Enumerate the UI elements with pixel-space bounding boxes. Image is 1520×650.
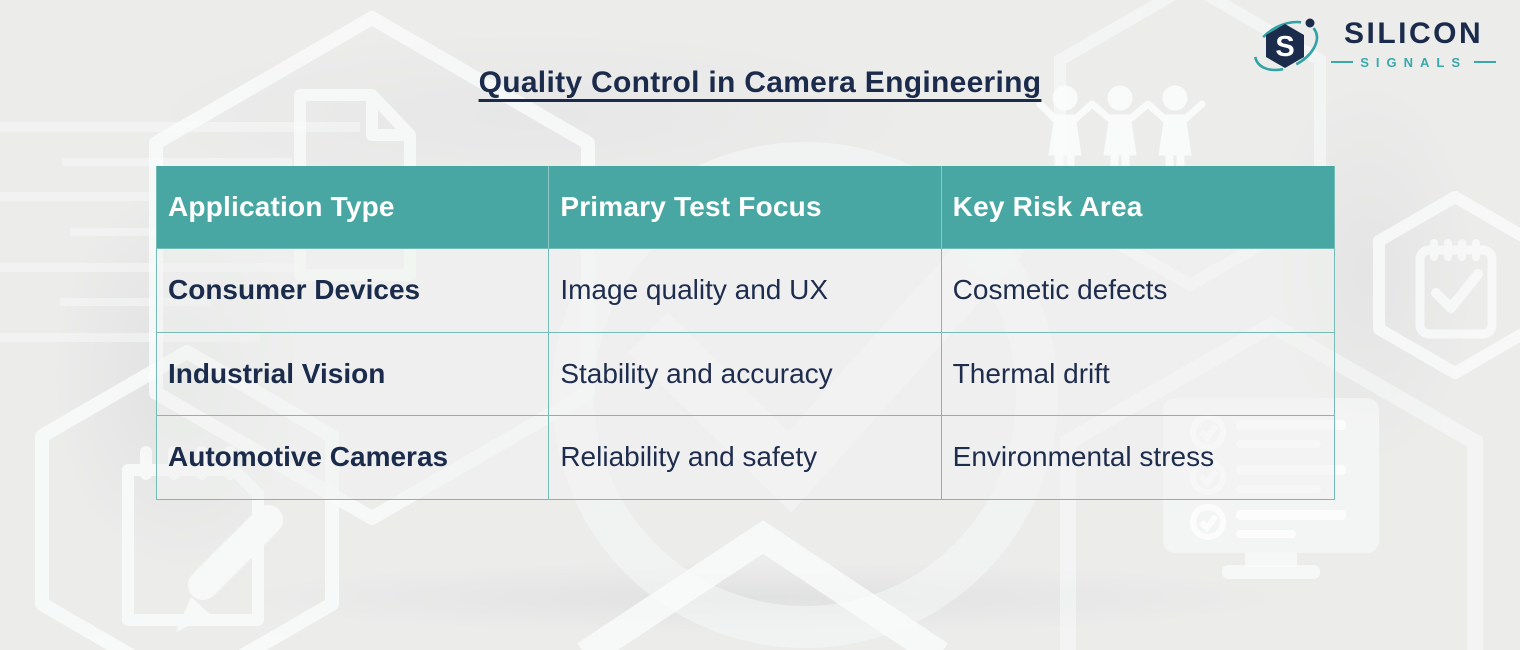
cell-application-type: Automotive Cameras [157, 416, 550, 499]
dash-left [1331, 61, 1354, 63]
clipboard-check-hexagon-watermark-icon [1373, 191, 1520, 379]
silicon-signals-hexagon-s-icon: S [1253, 18, 1319, 72]
cell-key-risk-area: Environmental stress [952, 441, 1215, 473]
cell-key-risk-area: Cosmetic defects [952, 274, 1168, 306]
table-row: Automotive Cameras Reliability and safet… [157, 415, 1334, 499]
table-row: Industrial Vision Stability and accuracy… [157, 331, 1334, 416]
chevron-watermark-icon [577, 520, 948, 650]
cell-primary-test-focus: Image quality and UX [549, 249, 942, 332]
brand-logo: S SILICON SIGNALS [1252, 10, 1496, 78]
brand-name: SILICON [1344, 16, 1484, 50]
quality-control-table: Application Type Primary Test Focus Key … [156, 166, 1335, 500]
logo-monogram: S [1276, 31, 1295, 63]
header-key-risk-area: Key Risk Area [952, 191, 1143, 222]
dash-right [1474, 61, 1496, 63]
table-header-row: Application Type Primary Test Focus Key … [157, 166, 1334, 248]
header-application-type: Application Type [157, 166, 550, 248]
brand-subname: SIGNALS [1331, 55, 1496, 70]
cell-primary-test-focus: Stability and accuracy [549, 332, 942, 416]
cell-application-type: Industrial Vision [157, 332, 550, 416]
cell-primary-test-focus: Reliability and safety [549, 416, 942, 499]
table-row: Consumer Devices Image quality and UX Co… [157, 248, 1334, 332]
cell-application-type: Consumer Devices [157, 249, 550, 332]
cell-key-risk-area: Thermal drift [952, 357, 1110, 389]
header-primary-test-focus: Primary Test Focus [549, 166, 942, 248]
